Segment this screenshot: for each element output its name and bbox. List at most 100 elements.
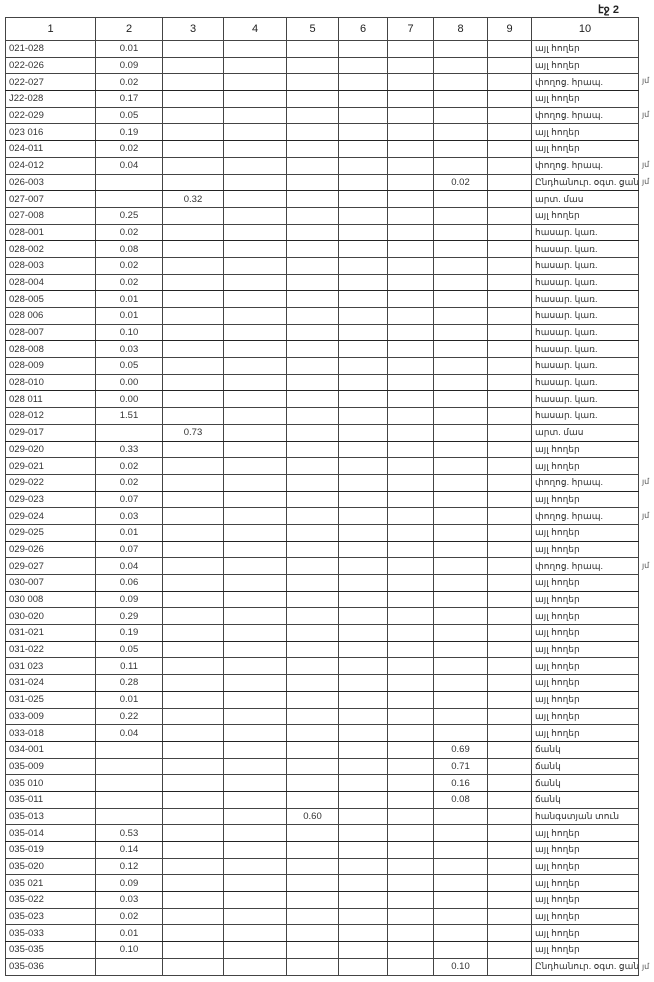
cell-c1: 027-008 xyxy=(5,206,96,225)
table-row: 035 021 0.09 այլ հողեր xyxy=(5,874,639,893)
cell-c10: հասար. կառ. xyxy=(531,273,639,292)
table-row: 028-002 0.08 հասար. կառ. xyxy=(5,240,639,258)
cell-c5 xyxy=(286,690,339,709)
cell-c8 xyxy=(433,206,488,225)
cell-c2: 0.02 xyxy=(95,473,163,492)
table-row: 035-009 0.71 ճանկ xyxy=(5,757,639,776)
table-header: 1 2 3 4 5 6 7 8 9 10 xyxy=(5,17,639,41)
cell-c2: 0.02 xyxy=(95,273,163,292)
column-header-10: 10 xyxy=(531,17,639,41)
table-row: 028-005 0.01 հասար. կառ. xyxy=(5,290,639,308)
cell-c1: 035-036 xyxy=(5,957,96,976)
cell-c1: 030 008 xyxy=(5,590,96,609)
cell-c9 xyxy=(487,774,532,792)
table-row: 035-011 0.08 ճանկ xyxy=(5,790,639,809)
cell-c7 xyxy=(387,740,434,759)
cell-c5 xyxy=(286,440,339,459)
cell-c2: 0.02 xyxy=(95,907,163,926)
table-row: 035-019 0.14 այլ հողեր xyxy=(5,841,639,859)
cell-c6 xyxy=(338,640,388,659)
cell-c8 xyxy=(433,824,488,842)
cell-c1: 031 023 xyxy=(5,657,96,676)
cell-c2: 0.10 xyxy=(95,323,163,342)
cell-c9 xyxy=(487,440,532,459)
cell-c6 xyxy=(338,173,388,192)
cell-c2: 0.01 xyxy=(95,290,163,308)
cell-c3 xyxy=(162,624,224,642)
cell-c2: 1.51 xyxy=(95,407,163,425)
cell-c10: այլ հողեր xyxy=(531,707,639,726)
cell-c6 xyxy=(338,223,388,242)
cell-c10: հասար. կառ. xyxy=(531,223,639,242)
cell-c10: փողոց. հրապ. xyxy=(531,106,639,125)
cell-c6 xyxy=(338,90,388,108)
table-row: 031-021 0.19 այլ հողեր xyxy=(5,624,639,642)
cell-c1: 035-020 xyxy=(5,857,96,876)
cell-c4 xyxy=(223,357,287,375)
cell-c10: հասար. կառ. xyxy=(531,307,639,325)
cell-c10: այլ հողեր xyxy=(531,841,639,859)
cell-c3 xyxy=(162,540,224,559)
cell-c7 xyxy=(387,423,434,442)
cell-c8 xyxy=(433,407,488,425)
cell-c1: 029-017 xyxy=(5,423,96,442)
cell-c9 xyxy=(487,273,532,292)
cell-c5 xyxy=(286,590,339,609)
cell-c6 xyxy=(338,540,388,559)
margin-mark: յմ xyxy=(642,109,650,119)
cell-c7 xyxy=(387,256,434,275)
cell-c3 xyxy=(162,607,224,626)
cell-c6 xyxy=(338,590,388,609)
column-header-1: 1 xyxy=(5,17,96,41)
cell-c5 xyxy=(286,373,339,392)
cell-c2: 0.01 xyxy=(95,40,163,58)
cell-c8 xyxy=(433,423,488,442)
cell-c7 xyxy=(387,891,434,909)
cell-c8 xyxy=(433,607,488,626)
cell-c8 xyxy=(433,841,488,859)
cell-c10: այլ հողեր xyxy=(531,874,639,893)
table-row: 035-020 0.12 այլ հողեր xyxy=(5,857,639,876)
cell-c9 xyxy=(487,90,532,108)
cell-c4 xyxy=(223,607,287,626)
cell-c6 xyxy=(338,73,388,92)
table-row: 028-001 0.02 հասար. կառ. xyxy=(5,223,639,242)
cell-c4 xyxy=(223,490,287,509)
cell-c1: J22-028 xyxy=(5,90,96,108)
cell-c4 xyxy=(223,624,287,642)
cell-c8 xyxy=(433,523,488,542)
cell-c7 xyxy=(387,857,434,876)
cell-c3 xyxy=(162,273,224,292)
cell-c1: 029-021 xyxy=(5,457,96,475)
cell-c7 xyxy=(387,106,434,125)
cell-c4 xyxy=(223,40,287,58)
cell-c7 xyxy=(387,507,434,525)
cell-c7 xyxy=(387,340,434,359)
cell-c2 xyxy=(95,957,163,976)
cell-c10: հասար. կառ. xyxy=(531,290,639,308)
margin-mark: յմ xyxy=(642,560,650,570)
cell-c2 xyxy=(95,757,163,776)
cell-c2: 0.12 xyxy=(95,857,163,876)
cell-c10: այլ հողեր xyxy=(531,123,639,142)
cell-c3 xyxy=(162,140,224,158)
table-row: 028-004 0.02 հասար. կառ. xyxy=(5,273,639,292)
table-row: 035 010 0.16 ճանկ xyxy=(5,774,639,792)
cell-c1: 028 006 xyxy=(5,307,96,325)
cell-c9 xyxy=(487,540,532,559)
cell-c9 xyxy=(487,757,532,776)
cell-c10: այլ հողեր xyxy=(531,640,639,659)
cell-c7 xyxy=(387,223,434,242)
cell-c8: 0.10 xyxy=(433,957,488,976)
cell-c2: 0.03 xyxy=(95,340,163,359)
cell-c4 xyxy=(223,273,287,292)
cell-c10: Ընդհանուր. օգտ. ցանց xyxy=(531,173,639,192)
cell-c9 xyxy=(487,824,532,842)
table-row: 033-018 0.04 այլ հողեր xyxy=(5,724,639,742)
cell-c1: 027-007 xyxy=(5,190,96,208)
table-row: 029-024 0.03 փողոց. հրապ. xyxy=(5,507,639,525)
cell-c6 xyxy=(338,206,388,225)
cell-c1: 024-012 xyxy=(5,156,96,175)
cell-c5 xyxy=(286,340,339,359)
cell-c8: 0.08 xyxy=(433,790,488,809)
